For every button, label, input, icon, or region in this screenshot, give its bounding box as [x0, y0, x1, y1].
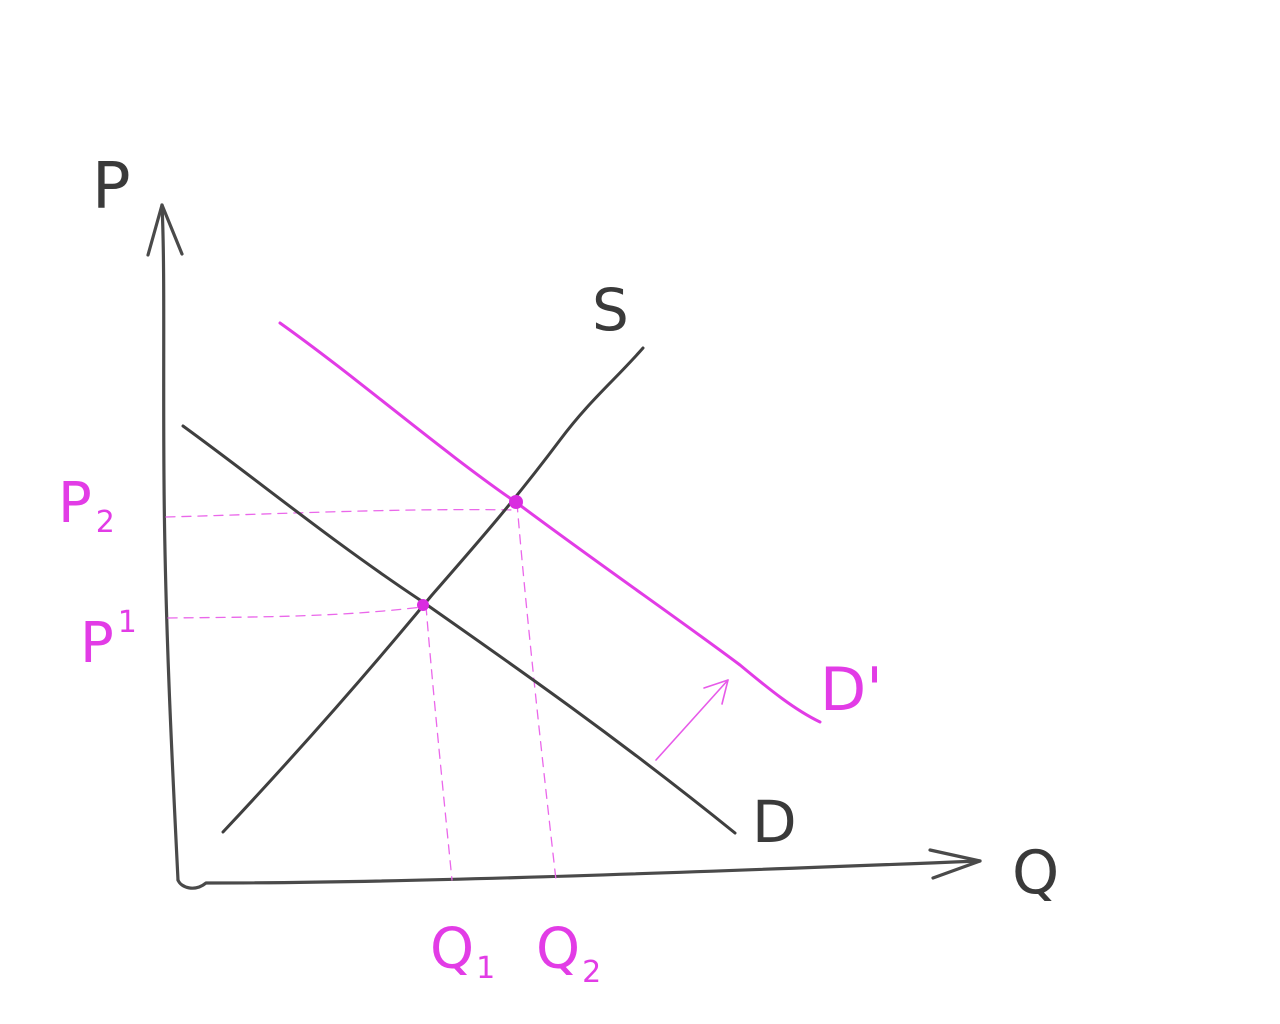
q2-guide-line — [516, 502, 557, 881]
p2-label-base: P — [58, 471, 92, 536]
q2-label-base: Q — [536, 917, 580, 982]
x-axis-label: Q — [1012, 838, 1059, 908]
q1-label-sub: 1 — [476, 951, 495, 986]
y-axis — [146, 203, 184, 882]
q1-guide-line — [425, 605, 453, 881]
p1-label-base: P — [80, 611, 114, 676]
shifted-demand-label: D' — [820, 655, 883, 725]
shifted-demand-curve — [278, 321, 822, 724]
q1-label-base: Q — [430, 917, 474, 982]
supply-label: S — [592, 276, 629, 344]
p2-label-sub: 2 — [96, 505, 115, 540]
y-axis-arrowhead-icon — [146, 203, 184, 257]
p2-guide-line — [165, 508, 517, 518]
equilibrium-point-2 — [509, 495, 523, 509]
x-axis — [176, 848, 982, 890]
demand-label: D — [752, 788, 797, 856]
y-axis-label: P — [92, 150, 131, 224]
projection-lines — [165, 502, 557, 881]
p1-guide-line — [167, 606, 423, 619]
equilibrium-point-1 — [417, 599, 429, 611]
shift-arrow-icon — [655, 679, 729, 761]
x-axis-arrowhead-icon — [928, 848, 982, 880]
y-axis-line — [160, 203, 180, 882]
p1-label-sub: 1 — [118, 605, 137, 640]
demand-curve — [181, 424, 737, 835]
q2-label: Q2 — [536, 917, 601, 990]
supply-curve — [221, 346, 645, 834]
q2-label-sub: 2 — [582, 955, 601, 990]
q1-label: Q1 — [430, 917, 495, 986]
x-axis-line — [176, 859, 982, 890]
